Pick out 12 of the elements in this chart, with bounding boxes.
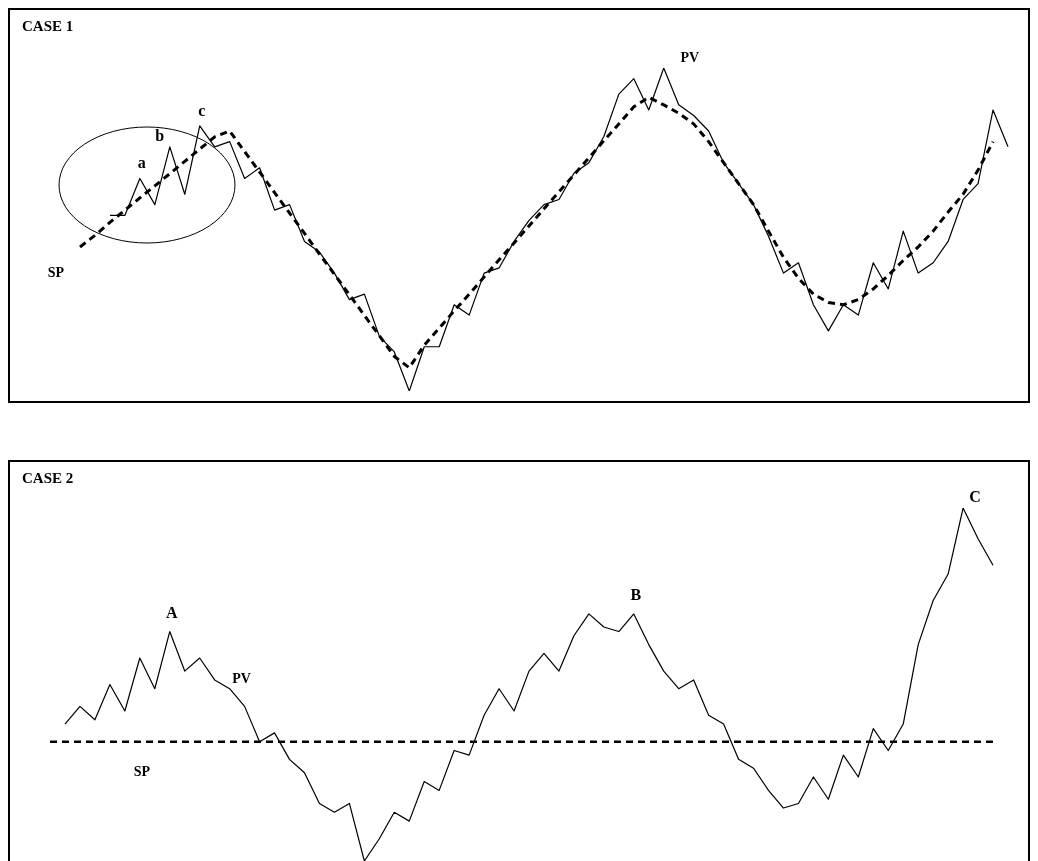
series-label: SP	[46, 264, 66, 281]
annotation: c	[197, 101, 207, 120]
series-label: PV	[231, 670, 252, 687]
annotation: b	[154, 126, 166, 145]
text: C	[968, 488, 982, 506]
annotation: a	[136, 154, 147, 173]
annotation: B	[629, 585, 643, 604]
chart-title: CASE 2	[22, 470, 74, 487]
annotation: A	[164, 603, 179, 622]
series-label: SP	[132, 763, 151, 780]
series-label: PV	[679, 50, 701, 66]
chart-title: CASE 1	[22, 18, 74, 35]
